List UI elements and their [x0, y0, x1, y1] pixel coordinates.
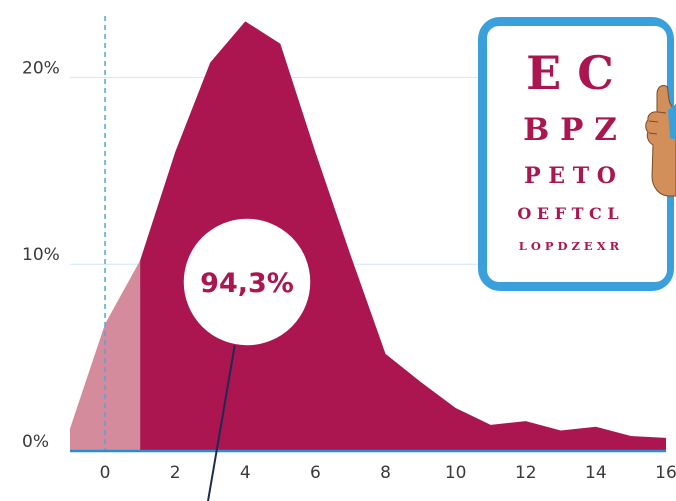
x-tick-label: 2: [170, 463, 181, 483]
area-segment-main: [140, 21, 666, 452]
eye-row-4: O E F T C L: [517, 204, 618, 223]
eye-row-3: P E T O: [524, 163, 616, 189]
x-tick-label: 16: [655, 463, 676, 483]
area-segment-below-threshold: [70, 260, 141, 451]
pointing-hand-icon: [645, 85, 676, 197]
y-tick-label: 10%: [22, 245, 60, 265]
x-tick-label: 4: [240, 463, 251, 483]
distribution-areas: [70, 21, 666, 452]
y-tick-label: 20%: [22, 58, 60, 78]
eye-row-1: E C: [526, 46, 614, 100]
eye-row-5: L O P D Z E X R: [519, 239, 620, 253]
eye-row-2: B P Z: [523, 112, 617, 148]
eye-chart-board: [487, 26, 667, 282]
x-axis-ticks: 0 2 4 6 8 10 12 14 16: [100, 463, 676, 483]
x-tick-label: 12: [515, 463, 537, 483]
callout-bubble: [182, 217, 312, 347]
x-tick-label: 6: [310, 463, 321, 483]
x-tick-label: 14: [585, 463, 607, 483]
x-tick-label: 0: [100, 463, 111, 483]
y-tick-label: 0%: [22, 432, 49, 452]
eye-chart-illustration: E C B P Z P E T O O E F T C L L O P D Z …: [478, 17, 676, 291]
x-tick-label: 8: [380, 463, 391, 483]
callout-value: 94,3%: [200, 268, 294, 299]
x-tick-label: 10: [445, 463, 467, 483]
y-axis-ticks: 0% 10% 20%: [22, 58, 60, 452]
callout-pointer: [207, 337, 237, 501]
